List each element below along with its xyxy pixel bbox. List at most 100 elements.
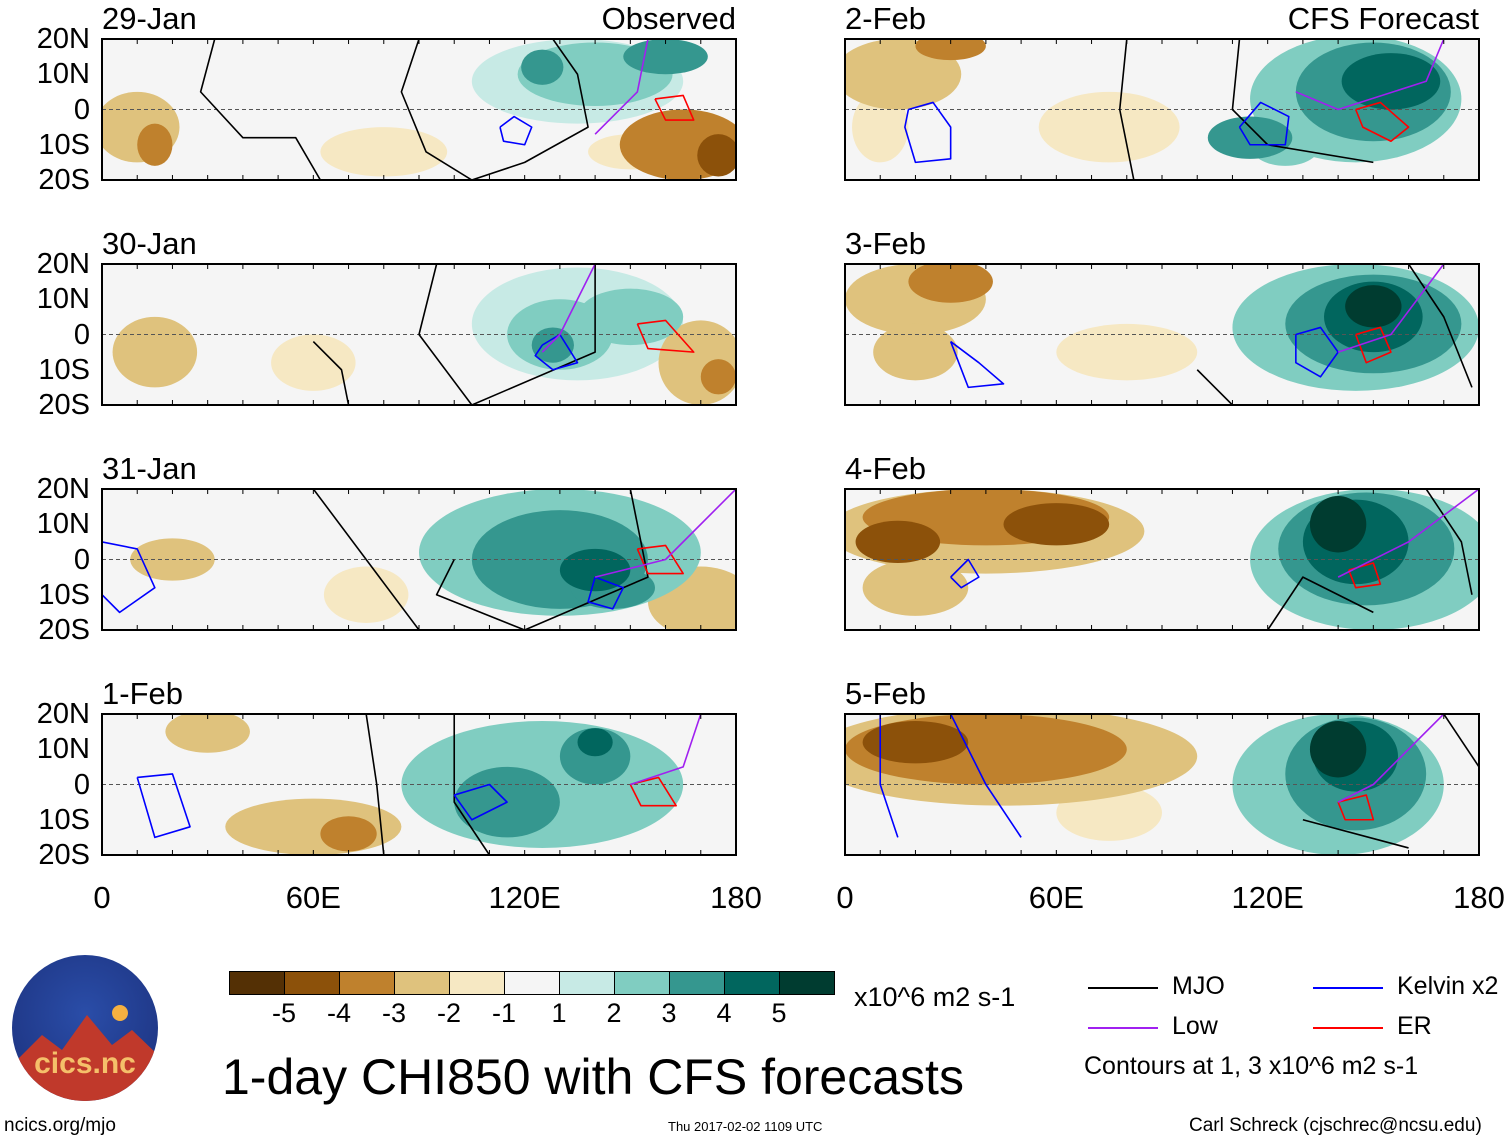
- lon-label: 60E: [1028, 880, 1084, 915]
- lat-label: 10N: [36, 283, 90, 316]
- map-plot: [101, 713, 737, 856]
- lat-label: 20N: [36, 698, 90, 730]
- lat-label: 0: [73, 93, 90, 126]
- wave-contour: [102, 541, 156, 614]
- map-panel-29-Jan: 29-Jan Observed 20N 10N 0 10S 20S: [37, 3, 737, 195]
- lon-label: 180: [1453, 880, 1505, 915]
- colorbar-swatch: [615, 972, 670, 994]
- wave-contour: [636, 319, 695, 353]
- legend-label: Low: [1172, 1012, 1218, 1040]
- panel-date: 31-Jan: [102, 451, 197, 486]
- wave-contour: [199, 39, 322, 180]
- anomaly-shading: [1003, 503, 1110, 546]
- colorbar-tick-label: -1: [491, 998, 517, 1028]
- wave-contour: [1337, 714, 1445, 803]
- wave-contour: [1425, 489, 1473, 595]
- wave-contour: [1196, 369, 1234, 405]
- colorbar-tick-label: -3: [381, 998, 407, 1028]
- colorbar-swatch: [505, 972, 560, 994]
- map-plot: [844, 38, 1480, 181]
- cics-logo: cics.nc: [12, 955, 158, 1101]
- wave-contour: [1337, 794, 1375, 821]
- map-panel-2-Feb: 2-Feb CFS Forecast: [844, 3, 1480, 181]
- map-plot: [844, 263, 1480, 406]
- lat-label: 0: [73, 318, 90, 351]
- colorbar: [229, 971, 835, 995]
- anomaly-shading: [1309, 496, 1367, 553]
- colorbar-swatch: [670, 972, 725, 994]
- anomaly-shading: [559, 548, 631, 592]
- wave-contour: [499, 115, 533, 146]
- wave-contour: [949, 340, 1005, 389]
- anomaly-shading: [862, 559, 969, 616]
- anomaly-shading: [623, 39, 708, 75]
- anomaly-shading: [112, 316, 198, 388]
- contour-note: Contours at 1, 3 x10^6 m2 s-1: [1084, 1052, 1419, 1080]
- lon-label: 180: [710, 880, 762, 915]
- colorbar-swatch: [230, 972, 285, 994]
- wave-contour: [534, 333, 579, 371]
- wave-contour: [541, 264, 596, 353]
- colorbar-tick-label: -5: [271, 998, 297, 1028]
- source-url[interactable]: ncics.org/mjo: [4, 1115, 116, 1136]
- colorbar-tick-label: 2: [606, 998, 622, 1028]
- panel-date: 2-Feb: [845, 1, 926, 36]
- panel-date: 3-Feb: [845, 226, 926, 261]
- anomaly-shading: [862, 721, 969, 764]
- lat-label: 20S: [38, 164, 90, 196]
- panel-date: 29-Jan: [102, 1, 197, 36]
- anomaly-shading: [531, 327, 574, 363]
- anomaly-shading: [320, 127, 448, 177]
- wave-contour: [904, 101, 952, 164]
- wave-contour: [312, 340, 350, 405]
- wave-contour: [136, 773, 191, 839]
- anomaly-shading: [137, 123, 173, 166]
- wave-contour: [365, 714, 385, 855]
- wave-contour: [1267, 576, 1374, 630]
- colorbar-swatch: [560, 972, 615, 994]
- anomaly-shading: [1038, 91, 1180, 163]
- lat-label: 10N: [36, 508, 90, 541]
- wave-contour: [1302, 818, 1409, 849]
- wave-contour: [1238, 101, 1290, 146]
- legend-label: Kelvin x2: [1397, 972, 1499, 1000]
- lon-label: 120E: [1231, 880, 1304, 915]
- map-plot: [101, 488, 737, 631]
- wave-contour: [629, 776, 677, 807]
- anomaly-shading: [1341, 53, 1441, 110]
- wave-contour: [587, 576, 625, 610]
- anomaly-shading: [271, 334, 356, 391]
- wave-contour: [949, 714, 1022, 838]
- column-label: CFS Forecast: [1287, 1, 1479, 36]
- map-plot: [101, 263, 737, 406]
- wave-contour: [1443, 714, 1479, 768]
- lat-label: 20S: [38, 614, 90, 646]
- figure-title: 1-day CHI850 with CFS forecasts: [222, 1049, 964, 1105]
- anomaly-shading: [577, 288, 684, 346]
- wave-contour: [594, 39, 649, 135]
- anomaly-shading: [577, 728, 613, 757]
- legend-label: ER: [1397, 1012, 1432, 1040]
- map-panel-30-Jan: 30-Jan 20N 10N 0 10S 20S: [37, 228, 737, 420]
- map-panel-31-Jan: 31-Jan 20N 10N 0 10S 20S: [37, 453, 737, 645]
- lat-label: 20N: [36, 248, 90, 280]
- lon-label: 120E: [488, 880, 561, 915]
- wave-contour: [453, 783, 508, 821]
- anomaly-shading: [915, 39, 986, 61]
- anomaly-shading: [320, 816, 377, 852]
- lat-label: 10S: [38, 803, 90, 836]
- map-panel-3-Feb: 3-Feb: [844, 228, 1480, 406]
- map-panel-1-Feb: 1-Feb 20N 10N 0 10S 20S: [37, 678, 737, 870]
- anomaly-shading: [225, 798, 402, 855]
- colorbar-swatch: [395, 972, 450, 994]
- lat-label: 10S: [38, 128, 90, 161]
- wave-contour: [594, 489, 736, 578]
- map-plot: [101, 38, 737, 181]
- lat-label: 20N: [36, 23, 90, 55]
- units-label: x10^6 m2 s-1: [854, 982, 1016, 1012]
- panel-date: 4-Feb: [845, 451, 926, 486]
- wave-contour: [630, 714, 702, 786]
- map-plot: [844, 488, 1480, 631]
- timestamp: Thu 2017-02-02 1109 UTC: [668, 1119, 823, 1134]
- lon-label: 0: [836, 880, 854, 915]
